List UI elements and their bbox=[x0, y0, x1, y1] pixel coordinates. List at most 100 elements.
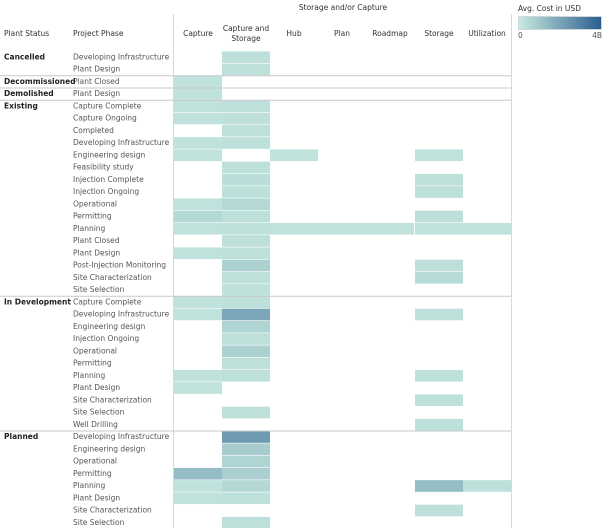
heat-cell-storage[interactable] bbox=[415, 222, 463, 235]
plant-status-label: Demolished bbox=[4, 89, 54, 98]
plant-status-label: Existing bbox=[4, 101, 38, 110]
heat-cell-capture-and-storage[interactable] bbox=[222, 443, 270, 456]
phase-label: Operational bbox=[73, 346, 117, 355]
heat-cell-capture-and-storage[interactable] bbox=[222, 345, 270, 358]
heat-cell-storage[interactable] bbox=[415, 210, 463, 223]
heat-cell-hub[interactable] bbox=[270, 222, 318, 235]
heat-cell-storage[interactable] bbox=[415, 308, 463, 321]
phase-label: Developing Infrastructure bbox=[73, 138, 170, 147]
heat-cell-capture[interactable] bbox=[174, 210, 222, 223]
phase-label: Plant Design bbox=[73, 248, 120, 257]
phase-label: Site Selection bbox=[73, 518, 125, 527]
phase-label: Planning bbox=[73, 371, 106, 380]
phase-label: Site Selection bbox=[73, 408, 125, 417]
heat-cell-utilization[interactable] bbox=[463, 222, 511, 235]
heat-cell-capture-and-storage[interactable] bbox=[222, 222, 270, 235]
heat-cell-capture[interactable] bbox=[174, 467, 222, 480]
heat-cell-storage[interactable] bbox=[415, 480, 463, 492]
heat-cell-capture-and-storage[interactable] bbox=[222, 284, 270, 296]
heat-cell-capture[interactable] bbox=[174, 137, 222, 149]
heat-cell-capture[interactable] bbox=[174, 198, 222, 211]
heat-cell-capture-and-storage[interactable] bbox=[222, 406, 270, 419]
phase-label: Operational bbox=[73, 199, 117, 208]
color-legend: Avg. Cost in USD 0 4B bbox=[518, 4, 602, 40]
heat-cell-capture[interactable] bbox=[174, 492, 222, 505]
phase-label: Completed bbox=[73, 126, 114, 135]
heat-cell-storage[interactable] bbox=[415, 369, 463, 382]
heat-cell-capture[interactable] bbox=[174, 382, 222, 394]
plant-status-label: Cancelled bbox=[4, 52, 45, 61]
phase-label: Plant Design bbox=[73, 493, 120, 502]
heat-cell-storage[interactable] bbox=[415, 271, 463, 284]
heat-cell-capture-and-storage[interactable] bbox=[222, 467, 270, 480]
heat-cell-capture-and-storage[interactable] bbox=[222, 137, 270, 149]
heat-cell-capture-and-storage[interactable] bbox=[222, 333, 270, 345]
phase-label: Injection Ongoing bbox=[73, 334, 139, 343]
phase-label: Plant Design bbox=[73, 65, 120, 74]
phase-label: Engineering design bbox=[73, 150, 146, 159]
heat-cell-capture-and-storage[interactable] bbox=[222, 198, 270, 211]
heat-cell-capture-and-storage[interactable] bbox=[222, 308, 270, 321]
heat-cell-capture[interactable] bbox=[174, 149, 222, 162]
heat-cell-capture[interactable] bbox=[174, 480, 222, 492]
heat-cell-capture-and-storage[interactable] bbox=[222, 455, 270, 468]
heat-cell-capture-and-storage[interactable] bbox=[222, 492, 270, 505]
heat-cell-capture-and-storage[interactable] bbox=[222, 259, 270, 272]
heat-cell-utilization[interactable] bbox=[463, 480, 511, 492]
column-header-plan: Plan bbox=[334, 29, 350, 38]
heat-cell-capture-and-storage[interactable] bbox=[222, 112, 270, 125]
heat-cell-capture[interactable] bbox=[174, 112, 222, 125]
heat-cell-capture-and-storage[interactable] bbox=[222, 320, 270, 333]
heat-cell-storage[interactable] bbox=[415, 259, 463, 272]
heat-cell-plan[interactable] bbox=[318, 222, 366, 235]
heat-cell-storage[interactable] bbox=[415, 394, 463, 407]
row-header-project-phase: Project Phase bbox=[73, 29, 124, 38]
phase-label: Permitting bbox=[73, 359, 112, 368]
heat-cell-capture-and-storage[interactable] bbox=[222, 161, 270, 174]
heat-cell-storage[interactable] bbox=[415, 149, 463, 162]
heat-cell-hub[interactable] bbox=[270, 149, 318, 162]
heat-cell-capture-and-storage[interactable] bbox=[222, 296, 270, 309]
phase-label: Capture Ongoing bbox=[73, 114, 137, 123]
heat-cell-storage[interactable] bbox=[415, 504, 463, 517]
heat-cell-capture-and-storage[interactable] bbox=[222, 63, 270, 76]
column-header-storage: Storage bbox=[424, 29, 454, 38]
plant-status-label: Decommissioned bbox=[4, 77, 76, 86]
heat-cell-storage[interactable] bbox=[415, 418, 463, 431]
heat-cell-capture-and-storage[interactable] bbox=[222, 357, 270, 370]
heat-cell-capture[interactable] bbox=[174, 88, 222, 100]
phase-label: Site Characterization bbox=[73, 395, 152, 404]
heat-cell-capture-and-storage[interactable] bbox=[222, 210, 270, 223]
heat-cell-capture-and-storage[interactable] bbox=[222, 516, 270, 528]
heat-cell-capture[interactable] bbox=[174, 222, 222, 235]
heat-cell-capture-and-storage[interactable] bbox=[222, 186, 270, 198]
phase-label: Well Drilling bbox=[73, 420, 118, 429]
heat-cell-capture[interactable] bbox=[174, 100, 222, 113]
heat-cell-capture-and-storage[interactable] bbox=[222, 271, 270, 284]
heat-cell-capture[interactable] bbox=[174, 75, 222, 88]
heat-cell-capture[interactable] bbox=[174, 247, 222, 260]
heat-cell-capture[interactable] bbox=[174, 369, 222, 382]
heat-cell-capture-and-storage[interactable] bbox=[222, 173, 270, 186]
heat-cell-capture-and-storage[interactable] bbox=[222, 100, 270, 113]
heat-cell-capture-and-storage[interactable] bbox=[222, 247, 270, 260]
heat-cell-roadmap[interactable] bbox=[366, 222, 414, 235]
column-header-hub: Hub bbox=[286, 29, 301, 38]
heat-cell-storage[interactable] bbox=[415, 186, 463, 198]
phase-label: Plant Design bbox=[73, 89, 120, 98]
legend-gradient-bar bbox=[518, 16, 602, 30]
heat-cell-storage[interactable] bbox=[415, 173, 463, 186]
heat-cell-capture-and-storage[interactable] bbox=[222, 431, 270, 443]
heat-cell-capture-and-storage[interactable] bbox=[222, 124, 270, 137]
heat-cell-capture[interactable] bbox=[174, 296, 222, 309]
heat-cell-capture-and-storage[interactable] bbox=[222, 235, 270, 247]
heat-cell-capture-and-storage[interactable] bbox=[222, 369, 270, 382]
heat-cell-capture[interactable] bbox=[174, 308, 222, 321]
column-header-utilization: Utilization bbox=[468, 29, 506, 38]
column-group-title: Storage and/or Capture bbox=[299, 3, 388, 12]
phase-label: Capture Complete bbox=[73, 101, 142, 110]
legend-title: Avg. Cost in USD bbox=[518, 4, 581, 13]
heat-cell-capture-and-storage[interactable] bbox=[222, 51, 270, 64]
heat-cell-capture-and-storage[interactable] bbox=[222, 480, 270, 492]
phase-label: Site Characterization bbox=[73, 506, 152, 515]
